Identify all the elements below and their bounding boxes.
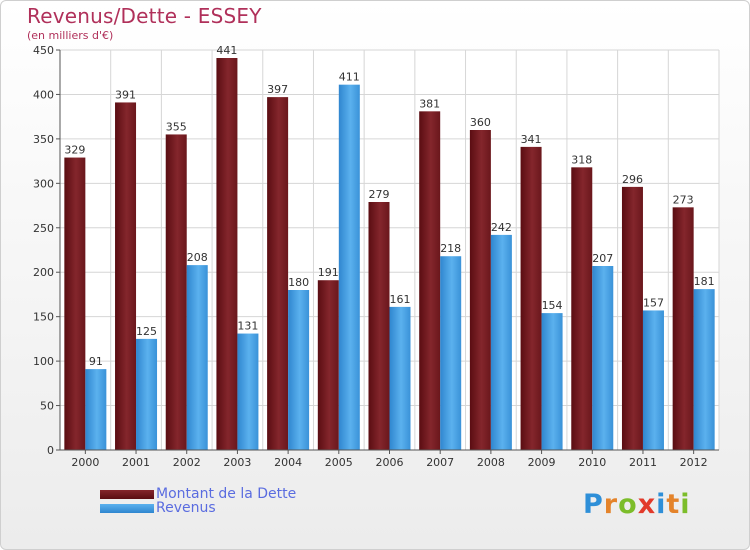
bar-revenus: [288, 290, 310, 450]
y-tick-label: 150: [33, 311, 54, 324]
bar-revenus: [541, 313, 563, 450]
x-tick-label: 2004: [274, 456, 302, 469]
x-tick-label: 2011: [629, 456, 657, 469]
logo-letter: i: [656, 489, 667, 520]
bar-debt: [115, 102, 137, 450]
bar-revenus: [440, 256, 462, 450]
data-label-revenus: 181: [694, 275, 715, 288]
data-label-revenus: 154: [542, 299, 563, 312]
legend-label-debt: Montant de la Dette: [156, 486, 297, 502]
x-tick-label: 2002: [173, 456, 201, 469]
x-tick-label: 2003: [223, 456, 251, 469]
x-tick-label: 2009: [528, 456, 556, 469]
y-tick-label: 400: [33, 88, 54, 101]
data-label-revenus: 131: [237, 320, 258, 333]
bar-debt: [469, 130, 491, 450]
bar-debt: [165, 134, 187, 450]
chart-title: Revenus/Dette - ESSEY: [27, 4, 262, 28]
bar-debt: [267, 97, 289, 450]
bar-revenus: [642, 310, 664, 450]
data-label-revenus: 125: [136, 325, 157, 338]
legend-swatch-revenus: [100, 503, 154, 513]
bar-debt: [621, 186, 643, 450]
y-tick-label: 100: [33, 355, 54, 368]
bar-revenus: [338, 84, 360, 451]
y-tick-label: 350: [33, 133, 54, 146]
y-tick-label: 50: [40, 400, 54, 413]
x-tick-label: 2005: [325, 456, 353, 469]
data-label-debt: 381: [419, 97, 440, 110]
data-label-debt: 279: [369, 188, 390, 201]
data-label-revenus: 242: [491, 221, 512, 234]
bar-revenus: [592, 266, 614, 450]
bar-debt: [216, 58, 238, 450]
y-tick-label: 450: [33, 44, 54, 57]
data-label-revenus: 207: [592, 252, 613, 265]
logo-letter: x: [637, 489, 657, 520]
bar-revenus: [186, 265, 208, 450]
data-label-debt: 273: [673, 193, 694, 206]
bar-debt: [672, 207, 694, 450]
axes: 0 50 100 150 200 250 300 350 400 450 2000 2001 2002 2…: [33, 44, 719, 469]
bar-debt: [317, 280, 339, 450]
bar-debt: [419, 111, 441, 450]
bar-debt: [571, 167, 593, 451]
bar-revenus: [693, 289, 715, 450]
x-tick-label: 2012: [680, 456, 708, 469]
data-label-revenus: 91: [89, 355, 103, 368]
proxiti-logo: Proxiti: [583, 489, 691, 520]
x-tick-label: 2008: [477, 456, 505, 469]
y-tick-label: 0: [47, 444, 54, 457]
bar-revenus: [85, 369, 107, 450]
x-tick-label: 2006: [376, 456, 404, 469]
data-label-revenus: 157: [643, 296, 664, 309]
y-tick-label: 250: [33, 222, 54, 235]
logo-letter: r: [603, 489, 619, 520]
x-tick-label: 2000: [71, 456, 99, 469]
bars: [64, 58, 715, 451]
legend-swatch-debt: [100, 489, 154, 499]
legend-item-revenus: Revenus: [100, 500, 216, 516]
y-tick-label: 300: [33, 177, 54, 190]
data-label-revenus: 161: [390, 293, 411, 306]
logo-letter: t: [666, 489, 681, 520]
data-label-debt: 397: [267, 83, 288, 96]
logo-letter: i: [680, 489, 691, 520]
logo-letter: P: [583, 489, 604, 520]
data-label-debt: 191: [318, 266, 339, 279]
data-label-debt: 329: [64, 144, 85, 157]
legend-item-debt: Montant de la Dette: [100, 486, 296, 502]
x-tick-label: 2010: [578, 456, 606, 469]
data-label-debt: 296: [622, 173, 643, 186]
data-label-debt: 441: [216, 44, 237, 57]
data-label-revenus: 411: [339, 71, 360, 84]
logo-letter: o: [618, 489, 638, 520]
data-label-revenus: 180: [288, 276, 309, 289]
data-label-revenus: 218: [440, 242, 461, 255]
data-label-debt: 355: [166, 120, 187, 133]
data-label-revenus: 208: [187, 251, 208, 264]
data-label-debt: 318: [571, 153, 592, 166]
data-label-debt: 341: [521, 133, 542, 146]
bar-revenus: [389, 306, 411, 450]
bar-revenus: [237, 333, 259, 450]
legend-label-revenus: Revenus: [156, 500, 216, 516]
data-labels: 329 91 391 125 355 208 441 131 397 180 191 411 279 16…: [64, 44, 714, 368]
bar-debt: [64, 157, 86, 451]
bar-debt: [520, 146, 542, 450]
bar-revenus: [136, 338, 158, 450]
data-label-debt: 360: [470, 116, 491, 129]
x-tick-label: 2007: [426, 456, 454, 469]
x-tick-label: 2001: [122, 456, 150, 469]
chart-subtitle: (en milliers d'€): [27, 29, 114, 42]
data-label-debt: 391: [115, 88, 136, 101]
y-tick-label: 200: [33, 266, 54, 279]
bar-revenus: [490, 234, 512, 450]
bar-debt: [368, 202, 390, 450]
